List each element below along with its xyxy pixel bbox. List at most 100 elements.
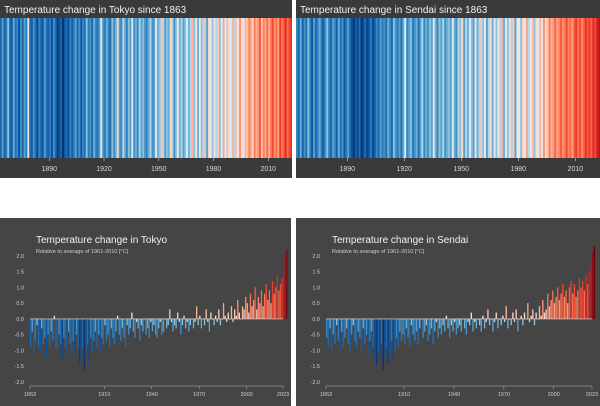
- bar: [533, 318, 536, 326]
- stripe: [351, 18, 354, 158]
- bar: [500, 318, 502, 326]
- x-tick-label: 2010: [260, 166, 276, 173]
- stripe: [122, 18, 125, 158]
- bar: [505, 306, 507, 319]
- bar: [590, 265, 592, 319]
- stripe: [544, 18, 548, 158]
- bar: [97, 318, 100, 335]
- stripe: [341, 18, 344, 158]
- bar: [102, 318, 105, 345]
- stripe: [596, 18, 599, 158]
- stripe: [187, 18, 191, 158]
- bar: [69, 318, 71, 345]
- bar: [194, 318, 196, 323]
- stripe: [533, 18, 536, 158]
- bar: [399, 318, 401, 332]
- stripe: [281, 18, 284, 158]
- bar: [199, 315, 201, 319]
- stripe: [279, 18, 282, 158]
- stripe: [76, 18, 79, 158]
- stripe: [9, 18, 12, 158]
- stripe: [579, 18, 582, 158]
- bar: [132, 318, 135, 332]
- stripe: [430, 18, 434, 158]
- bar: [188, 318, 190, 332]
- stripes-svg-sendai: Temperature change in Sendai since 1863 …: [296, 0, 600, 178]
- stripe: [330, 18, 333, 158]
- bar: [172, 318, 174, 332]
- bar: [147, 318, 149, 329]
- stripe: [387, 18, 390, 158]
- x-tick-label: 1920: [96, 166, 112, 173]
- bar: [359, 318, 361, 338]
- stripe: [140, 18, 143, 158]
- bar: [178, 318, 180, 323]
- y-tick-label: -1.0: [15, 348, 24, 354]
- bar: [47, 318, 49, 335]
- bar: [60, 318, 62, 345]
- stripe: [392, 18, 396, 158]
- stripe: [173, 18, 176, 158]
- stripe: [362, 18, 365, 158]
- stripe: [535, 18, 538, 158]
- bar: [477, 318, 479, 320]
- bar: [382, 318, 384, 370]
- stripe: [67, 18, 70, 158]
- stripe: [339, 18, 342, 158]
- stripe: [49, 18, 52, 158]
- bar-chart-tokyo: Temperature change in Tokyo Relative to …: [0, 218, 291, 406]
- bar: [522, 318, 524, 326]
- stripe: [370, 18, 373, 158]
- bar: [557, 287, 559, 319]
- stripe: [501, 18, 504, 158]
- bar: [498, 318, 501, 320]
- bar: [475, 318, 477, 329]
- stripe: [104, 18, 107, 158]
- stripe: [419, 18, 422, 158]
- bar: [548, 306, 551, 319]
- bar: [227, 312, 229, 319]
- bar: [213, 318, 215, 326]
- stripe: [202, 18, 205, 158]
- bar: [197, 318, 199, 326]
- bar: [507, 318, 509, 329]
- stripe: [590, 18, 593, 158]
- stripe: [217, 18, 220, 158]
- stripe: [375, 18, 379, 158]
- stripe: [96, 18, 99, 158]
- stripe: [204, 18, 207, 158]
- stripe: [189, 18, 193, 158]
- stripe: [167, 18, 171, 158]
- bar: [352, 318, 354, 326]
- bar: [93, 318, 95, 341]
- bar: [158, 318, 160, 329]
- bar: [394, 318, 396, 351]
- stripe: [69, 18, 72, 158]
- stripe: [577, 18, 580, 158]
- stripe: [144, 18, 147, 158]
- bar: [210, 312, 212, 319]
- bar: [454, 318, 456, 323]
- bar: [44, 318, 46, 338]
- stripes-marks: [0, 18, 292, 158]
- bar: [535, 312, 537, 319]
- bar: [109, 318, 111, 348]
- stripe: [364, 18, 367, 158]
- bar: [385, 318, 388, 348]
- bar: [402, 318, 404, 335]
- bar: [129, 318, 131, 329]
- stripe: [109, 18, 112, 158]
- bar: [86, 318, 89, 345]
- bar: [202, 318, 204, 320]
- bar: [354, 318, 356, 341]
- stripe: [250, 18, 253, 158]
- bar: [497, 318, 499, 329]
- stripe: [211, 18, 214, 158]
- bar: [562, 284, 564, 319]
- bar: [221, 318, 223, 320]
- y-tick-label: -1.5: [311, 364, 320, 370]
- bar: [162, 318, 165, 332]
- stripe: [529, 18, 532, 158]
- stripe: [522, 18, 525, 158]
- stripe: [444, 18, 447, 158]
